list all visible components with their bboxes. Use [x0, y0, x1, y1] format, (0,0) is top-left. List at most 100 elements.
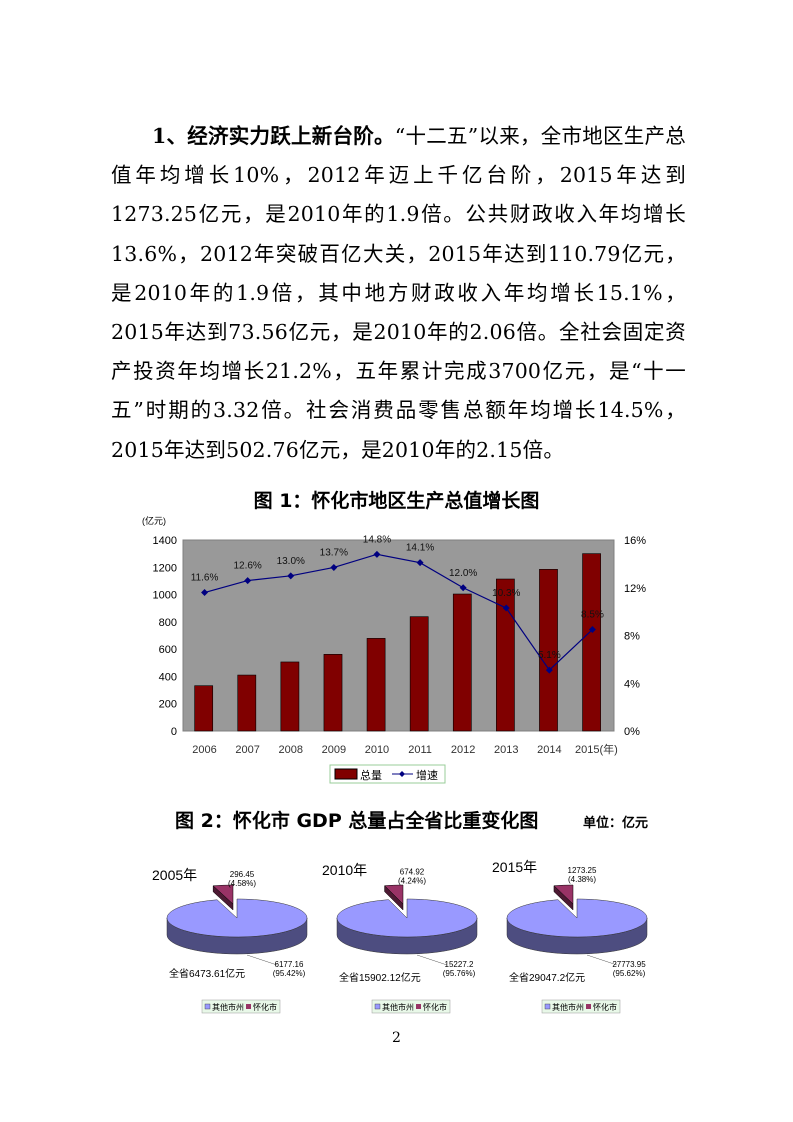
pie-slice-others: [336, 898, 478, 938]
pie-year: 2010年: [322, 862, 367, 878]
growth-label: 8.5%: [581, 610, 604, 621]
huaihua-value: 674.92: [400, 868, 425, 877]
x-tick-label: 2015(年): [575, 742, 618, 756]
page-number: 2: [392, 1030, 401, 1046]
growth-point: [244, 577, 252, 585]
y2-tick-label: 4%: [624, 678, 640, 690]
y-tick-label: 1000: [153, 590, 177, 602]
pie-slice-huaihua: [384, 884, 404, 905]
x-tick-label: 2014: [537, 744, 561, 756]
leader-line: [586, 954, 618, 966]
pie-legend: [541, 999, 621, 1014]
growth-point: [459, 584, 467, 592]
y-tick-label: 1200: [153, 562, 177, 574]
others-value: 27773.95: [612, 960, 646, 969]
paragraph-heading: 1、经济实力跃上新台阶。: [152, 124, 395, 148]
bar-2014: [539, 569, 558, 732]
growth-point: [545, 666, 553, 674]
growth-point: [330, 563, 338, 571]
growth-label: 10.3%: [492, 588, 520, 599]
gdp-share-pie-charts: 2005年 296.45(4.58%) 6177.16(95.42%) 全省6473.…: [152, 859, 648, 1014]
x-tick-label: 2012: [451, 744, 475, 756]
growth-line: [204, 553, 593, 672]
growth-label: 14.1%: [406, 543, 434, 554]
legend-swatch-others: [374, 1003, 381, 1010]
legend-label-huaihua: 怀化市: [253, 1002, 277, 1012]
huaihua-pct: (4.38%): [568, 875, 596, 884]
legend-swatch-others: [204, 1003, 211, 1010]
legend-marker-growth: [399, 771, 405, 777]
x-tick-label: 2010: [365, 744, 389, 756]
growth-label: 5.1%: [538, 650, 561, 661]
legend-label-others: 其他市州: [212, 1002, 244, 1012]
province-total: 全省29047.2亿元: [509, 971, 585, 984]
y-tick-label: 400: [159, 671, 177, 683]
legend: 总量 增速: [329, 764, 446, 784]
growth-point: [201, 589, 209, 597]
bar-2010: [366, 638, 386, 732]
legend-label-huaihua: 怀化市: [593, 1002, 617, 1012]
legend-label-others: 其他市州: [382, 1002, 414, 1012]
growth-label: 11.6%: [191, 573, 219, 584]
x-tick-label: 2009: [322, 744, 346, 756]
growth-label: 13.0%: [277, 556, 305, 567]
gdp-growth-chart: (亿元) 0 200 400 600 800 1000 1200 1400 0% 4% 8% 12% 16…: [142, 515, 646, 784]
leader-line: [416, 954, 448, 966]
pie-year: 2015年: [492, 859, 537, 875]
y-tick-label: 1400: [153, 535, 177, 547]
growth-label: 12.6%: [233, 561, 261, 572]
pie-slice-huaihua: [553, 884, 574, 905]
figure2-unit: 单位：亿元: [583, 816, 649, 831]
pie-0: 2005年 296.45(4.58%) 6177.16(95.42%) 全省6473.…: [152, 867, 308, 1014]
legend-swatch-huaihua: [246, 1004, 251, 1009]
huaihua-pct: (4.24%): [398, 877, 426, 886]
pie-legend: [201, 999, 281, 1014]
bar-2013: [496, 578, 515, 732]
y-axis-label: (亿元): [142, 515, 166, 526]
leader-line: [246, 954, 278, 966]
pie-2: 2015年 1273.25(4.38%) 27773.95(95.62%) 全省290…: [492, 859, 648, 1014]
bar-2011: [409, 616, 429, 732]
y-tick-label: 0: [171, 726, 177, 738]
bar-2012: [452, 593, 472, 732]
growth-point: [502, 604, 510, 612]
x-tick-label: 2007: [235, 744, 259, 756]
figure2-title: 图 2：怀化市 GDP 总量占全省比重变化图: [175, 810, 539, 832]
x-tick-label: 2008: [279, 744, 303, 756]
others-pct: (95.62%): [613, 969, 646, 978]
pie-slice-others: [166, 898, 308, 938]
x-tick-label: 2011: [408, 744, 432, 756]
y-tick-label: 600: [159, 644, 177, 656]
growth-point: [287, 572, 295, 580]
growth-point: [588, 626, 596, 634]
growth-label: 13.7%: [320, 547, 348, 558]
legend-label-total: 总量: [360, 768, 382, 782]
y-tick-label: 200: [159, 699, 177, 711]
others-pct: (95.76%): [443, 969, 476, 978]
legend-box: [329, 764, 446, 784]
y-tick-label: 800: [159, 617, 177, 629]
paragraph: 1、经济实力跃上新台阶。“十二五”以来，全市地区生产总值年均增长10%，2012…: [111, 117, 686, 470]
legend-label-huaihua: 怀化市: [423, 1002, 447, 1012]
legend-swatch-huaihua: [586, 1004, 591, 1009]
legend-swatch-others: [544, 1003, 551, 1010]
x-tick-label: 2013: [494, 744, 518, 756]
huaihua-value: 296.45: [230, 870, 255, 879]
pie-1: 2010年 674.92(4.24%) 15227.2(95.76%) 全省15902…: [322, 862, 478, 1014]
y2-tick-label: 8%: [624, 631, 640, 643]
pie-year: 2005年: [152, 867, 197, 883]
huaihua-value: 1273.25: [568, 866, 597, 875]
growth-label: 12.0%: [449, 568, 477, 579]
legend-label-growth: 增速: [416, 768, 438, 782]
province-total: 全省6473.61亿元: [169, 967, 245, 980]
legend-label-others: 其他市州: [552, 1002, 584, 1012]
legend-swatch-total: [334, 768, 358, 780]
x-tick-label: 2006: [192, 744, 216, 756]
y2-tick-label: 12%: [624, 583, 646, 595]
bar-2015: [582, 553, 601, 732]
growth-label: 14.8%: [363, 534, 391, 545]
huaihua-pct: (4.58%): [228, 879, 256, 888]
province-total: 全省15902.12亿元: [339, 971, 421, 984]
legend-swatch-huaihua: [416, 1004, 421, 1009]
